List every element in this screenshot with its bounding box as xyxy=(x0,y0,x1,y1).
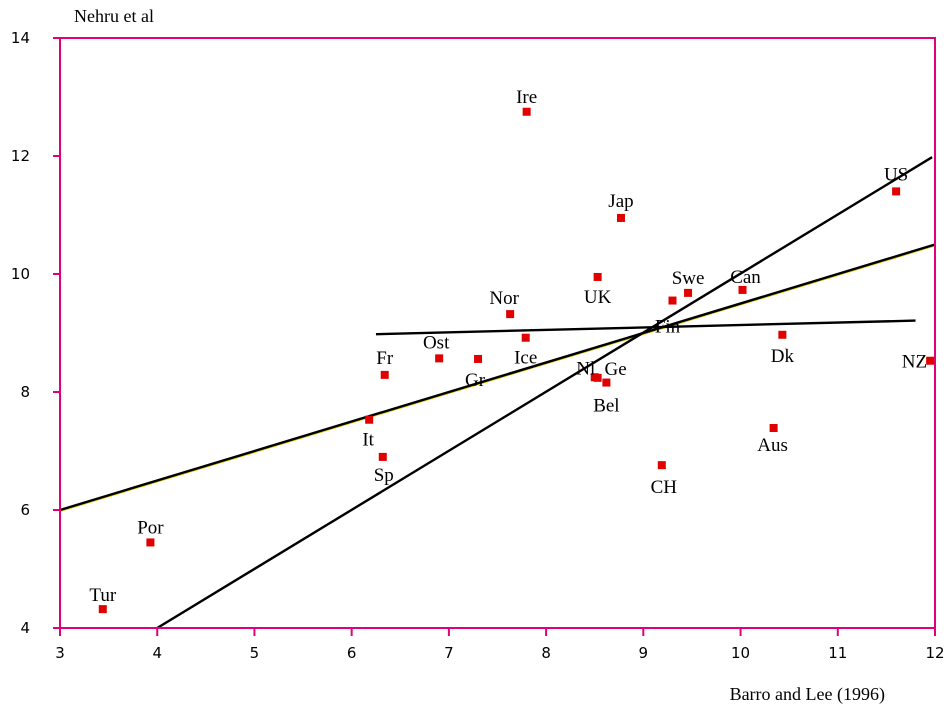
x-tick-label: 9 xyxy=(639,644,649,662)
fit-line-3 xyxy=(375,319,916,336)
point-label: Ost xyxy=(423,332,450,353)
point-label: Aus xyxy=(757,435,788,456)
data-point xyxy=(684,288,693,297)
data-point xyxy=(593,373,602,382)
point-label: UK xyxy=(584,287,612,308)
x-tick-label: 12 xyxy=(925,644,944,662)
data-point xyxy=(365,415,374,424)
point-label: Por xyxy=(137,517,164,538)
x-tick-label: 4 xyxy=(152,644,162,662)
x-tick-label: 3 xyxy=(55,644,65,662)
x-tick-label: 8 xyxy=(541,644,551,662)
data-point xyxy=(593,272,602,281)
point-label: Ice xyxy=(514,348,537,369)
point-label: Nl xyxy=(576,358,595,379)
data-point xyxy=(98,605,107,614)
point-label: Fin xyxy=(655,317,681,338)
data-point xyxy=(892,187,901,196)
point-label: Sp xyxy=(374,465,394,486)
y-tick-label: 10 xyxy=(11,265,30,283)
plot-frame xyxy=(59,37,936,629)
y-tick-label: 4 xyxy=(20,619,30,637)
y-tick-label: 12 xyxy=(11,147,30,165)
x-tick-label: 10 xyxy=(731,644,750,662)
point-label: Swe xyxy=(672,268,705,289)
point-label: Fr xyxy=(376,348,394,369)
x-tick-label: 7 xyxy=(444,644,454,662)
data-point xyxy=(738,285,747,294)
data-point xyxy=(435,354,444,363)
point-label: NZ xyxy=(902,352,927,373)
data-point xyxy=(657,461,666,470)
y-tick-label: 14 xyxy=(11,29,30,47)
point-label: Tur xyxy=(89,585,116,606)
point-label: Dk xyxy=(771,346,795,367)
x-tick-label: 6 xyxy=(347,644,357,662)
point-label: It xyxy=(362,430,374,451)
data-point xyxy=(616,213,625,222)
x-axis-title: Barro and Lee (1996) xyxy=(730,684,885,705)
data-point xyxy=(506,310,515,319)
point-label: CH xyxy=(651,477,678,498)
fit-line-2 xyxy=(156,156,933,630)
data-point xyxy=(474,354,483,363)
point-label: Ire xyxy=(516,87,537,108)
data-point xyxy=(378,452,387,461)
y-axis-title: Nehru et al xyxy=(74,6,154,26)
data-point xyxy=(146,538,155,547)
point-label: US xyxy=(884,164,908,185)
point-label: Bel xyxy=(593,396,619,417)
fit-line-1 xyxy=(59,243,936,512)
point-label: Jap xyxy=(608,191,633,212)
point-label: Ge xyxy=(605,359,627,380)
data-point xyxy=(602,378,611,387)
data-point xyxy=(778,330,787,339)
x-tick-label: 11 xyxy=(828,644,847,662)
data-point xyxy=(521,333,530,342)
point-label: Nor xyxy=(489,288,519,309)
data-point xyxy=(380,370,389,379)
data-point xyxy=(926,356,935,365)
y-tick-label: 8 xyxy=(20,383,30,401)
x-tick-label: 5 xyxy=(250,644,260,662)
y-tick-label: 6 xyxy=(20,501,30,519)
point-label: Can xyxy=(730,267,761,288)
data-point xyxy=(668,296,677,305)
data-point xyxy=(769,423,778,432)
point-label: Gr xyxy=(465,370,486,391)
data-point xyxy=(522,107,531,116)
